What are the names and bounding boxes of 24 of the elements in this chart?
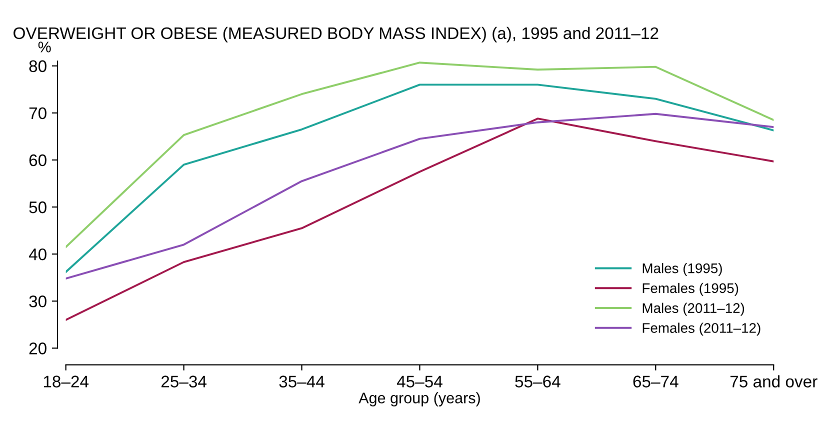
x-tick-label: 75 and over — [730, 375, 818, 388]
x-tick-label: 65–74 — [633, 376, 678, 388]
legend-label: Females (2011–12) — [642, 322, 760, 336]
y-tick-label: 40 — [28, 248, 46, 260]
y-tick-label: 50 — [29, 201, 46, 214]
y-axis-title: % — [38, 42, 51, 52]
legend-label: Males (1995) — [642, 263, 722, 276]
x-tick-label: 18–24 — [44, 376, 89, 388]
line-series — [66, 62, 774, 248]
y-tick-label: 60 — [29, 154, 46, 166]
x-tick-label: 55–64 — [515, 376, 560, 388]
legend-label: Males (2011–12) — [642, 302, 744, 316]
x-tick-label: 35–44 — [279, 376, 324, 388]
legend-label: Females (1995) — [642, 282, 738, 296]
x-tick-label: 45–54 — [396, 376, 442, 388]
y-tick-label: 20 — [29, 342, 46, 354]
chart-title: OVERWEIGHT OR OBESE (MEASURED BODY MASS INDEX) (a), 1995 and 2011–12 — [14, 26, 658, 42]
x-axis-title: Age group (years) — [358, 392, 480, 406]
y-tick-label: 70 — [29, 107, 46, 120]
y-tick-label: 30 — [29, 296, 46, 308]
line-series — [66, 112, 774, 280]
y-tick-label: 80 — [29, 60, 46, 72]
line-series — [66, 118, 774, 321]
x-tick-label: 25–34 — [161, 376, 206, 388]
